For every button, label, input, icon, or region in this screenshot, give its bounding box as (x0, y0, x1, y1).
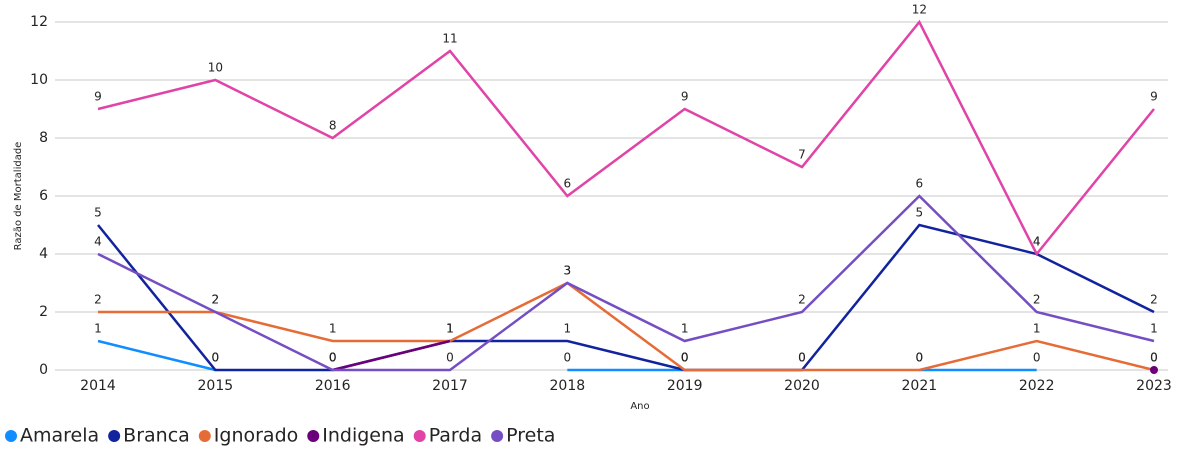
y-tick-label: 0 (39, 362, 48, 378)
legend-marker (307, 430, 320, 442)
y-tick-label: 12 (30, 14, 48, 30)
legend-marker (491, 430, 504, 442)
data-label: 1 (329, 322, 337, 336)
data-label: 0 (329, 351, 337, 365)
data-label: 0 (916, 351, 924, 365)
data-label: 0 (681, 351, 689, 365)
data-label: 4 (1033, 235, 1041, 249)
legend-marker (5, 430, 17, 442)
data-label: 0 (212, 351, 220, 365)
series-line (97, 223, 1155, 372)
x-tick-label: 2020 (784, 378, 820, 394)
y-tick-label: 8 (39, 130, 48, 146)
legend-marker (198, 430, 211, 442)
data-label: 11 (442, 32, 457, 46)
data-label: 9 (94, 90, 102, 104)
y-tick-label: 2 (39, 304, 48, 320)
data-label: 1 (446, 322, 454, 336)
data-label: 5 (94, 206, 102, 220)
data-label: 9 (1150, 90, 1158, 104)
legend-label: Preta (506, 425, 555, 447)
legend-label: Parda (429, 425, 482, 447)
x-tick-label: 2018 (550, 378, 586, 394)
data-label: 0 (1150, 351, 1158, 365)
legend-marker (108, 430, 121, 442)
data-label: 5 (916, 206, 924, 220)
data-label: 0 (798, 351, 806, 365)
legend-label: Branca (123, 425, 190, 447)
y-tick-label: 4 (39, 246, 48, 262)
x-tick-label: 2022 (1019, 378, 1055, 394)
data-label: 1 (446, 322, 454, 336)
series-line (98, 281, 1155, 372)
data-label: 1 (1150, 322, 1158, 336)
x-tick-label: 2016 (315, 378, 351, 394)
y-tick-label: 10 (30, 72, 48, 88)
data-label: 0 (564, 351, 572, 365)
x-tick-label: 2021 (902, 378, 938, 394)
data-label: 0 (681, 351, 689, 365)
data-label: 0 (212, 351, 220, 365)
legend-label: Amarela (20, 425, 99, 447)
x-tick-label: 2023 (1136, 378, 1172, 394)
data-label: 2 (212, 293, 220, 307)
data-label: 2 (798, 293, 806, 307)
x-axis-title: Ano (630, 401, 649, 412)
data-label: 1 (94, 322, 102, 336)
x-tick-label: 2015 (198, 378, 234, 394)
y-tick-label: 6 (39, 188, 48, 204)
data-label: 0 (1033, 351, 1041, 365)
y-axis-title: Razão de Mortalidade (13, 142, 24, 251)
data-label: 0 (681, 351, 689, 365)
x-tick-label: 2019 (667, 378, 703, 394)
data-label: 6 (916, 177, 924, 191)
data-label: 2 (212, 293, 220, 307)
data-label: 4 (94, 235, 102, 249)
data-label: 9 (681, 90, 689, 104)
data-label: 1 (446, 322, 454, 336)
data-label: 10 (208, 61, 223, 75)
data-label: 1 (681, 322, 689, 336)
data-label: 0 (798, 351, 806, 365)
data-label: 12 (912, 3, 927, 17)
series-line (97, 339, 1037, 372)
point (1150, 366, 1158, 374)
legend-label: Indigena (322, 425, 404, 447)
data-label: 2 (1033, 293, 1041, 307)
x-tick-label: 2014 (80, 378, 116, 394)
x-tick-label: 2017 (432, 378, 468, 394)
legend-marker (413, 430, 426, 442)
data-label: 4 (1033, 235, 1041, 249)
series-line (97, 19, 1155, 257)
series-line (97, 194, 1155, 372)
data-label: 2 (1150, 293, 1158, 307)
data-label: 0 (329, 351, 337, 365)
data-label: 7 (798, 148, 806, 162)
data-label: 0 (446, 351, 454, 365)
data-label: 2 (94, 293, 102, 307)
data-label: 1 (564, 322, 572, 336)
data-label: 0 (1150, 351, 1158, 365)
data-label: 3 (564, 264, 572, 278)
data-label: 3 (564, 264, 572, 278)
legend-label: Ignorado (214, 425, 298, 447)
data-label: 1 (1033, 322, 1041, 336)
data-label: 6 (564, 177, 572, 191)
data-label: 0 (329, 351, 337, 365)
data-label: 0 (916, 351, 924, 365)
data-label: 8 (329, 119, 337, 133)
